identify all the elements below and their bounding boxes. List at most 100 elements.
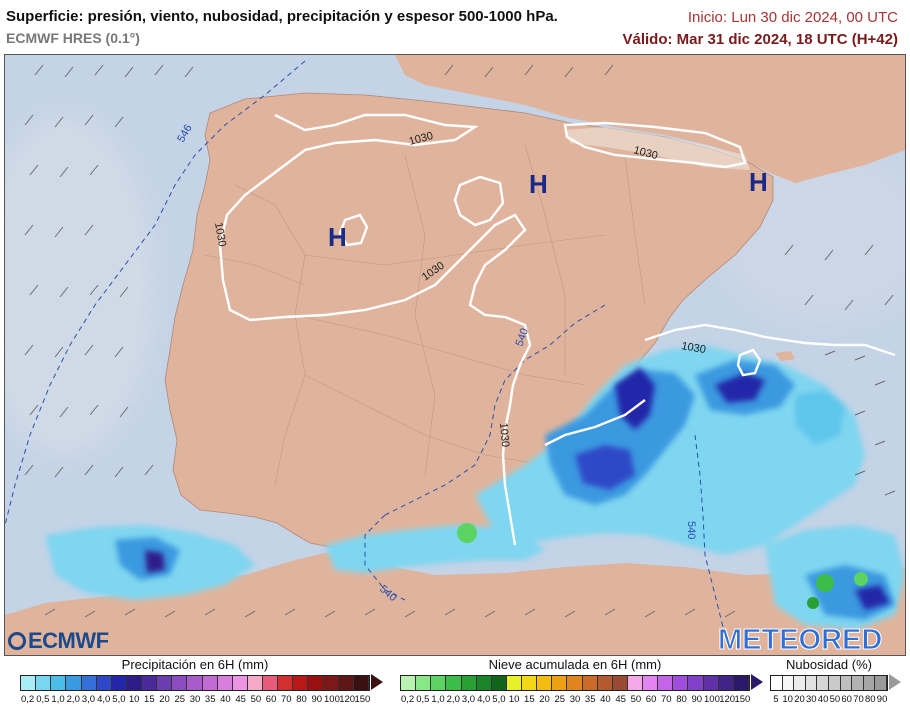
legend-label: 45 <box>615 694 626 705</box>
legend-label: 20 <box>159 694 170 705</box>
legend-label: 80 <box>296 694 307 705</box>
legend-label: 70 <box>281 694 292 705</box>
ecmwf-logo: ECMWF <box>8 628 109 654</box>
legend-swatch <box>278 676 294 690</box>
legend-swatch <box>232 676 248 690</box>
snow-patch <box>807 597 819 609</box>
isobar-label: 1030 <box>497 422 511 447</box>
precip-legend-arrow-icon <box>371 674 383 690</box>
init-time: Inicio: Lun 30 dic 2024, 00 UTC <box>687 9 898 26</box>
legend-swatch <box>852 676 864 690</box>
legend-label: 35 <box>204 694 216 705</box>
snow-legend-arrow-icon <box>751 674 763 690</box>
precip-color-bar <box>20 675 370 691</box>
legend-swatch <box>567 676 583 690</box>
snow-patch <box>457 523 477 543</box>
legend-label: 3,0 <box>461 694 476 705</box>
legend-label: 2,0 <box>66 694 80 705</box>
legend-label: 5 <box>773 694 779 705</box>
precip-legend-title: Precipitación en 6H (mm) <box>121 657 269 672</box>
snow-patch <box>854 572 868 586</box>
legend-label: 30 <box>806 694 817 705</box>
cloud-color-bar <box>770 675 888 691</box>
legend-swatch <box>21 676 37 690</box>
region-borders <box>204 144 646 486</box>
menorca-land <box>775 351 795 361</box>
legend-label: 80 <box>865 694 876 705</box>
legend-label: 70 <box>853 694 864 705</box>
thickness-label: 540 <box>514 327 532 348</box>
weather-map[interactable]: 1030 1030 1030 1030 1030 1030 546 540 54… <box>4 54 906 656</box>
wind-barbs <box>24 64 896 618</box>
legend-swatch <box>111 676 127 690</box>
legend-label: 3,0 <box>81 694 96 705</box>
legend-swatch <box>733 676 749 690</box>
legend-swatch <box>126 676 142 690</box>
precip-legend-labels: 0,2 0,5 1,0 2,0 3,0 4,0 5,0 10 15 20 25 30 35 40 45 50 6… <box>20 694 370 708</box>
legend-swatch <box>688 676 704 690</box>
legend-swatch <box>782 676 795 690</box>
legend-swatch <box>36 676 52 690</box>
legend-label: 50 <box>829 694 841 705</box>
legend-label: 5,0 <box>112 694 126 705</box>
legend-swatch <box>401 676 417 690</box>
legend-swatch <box>51 676 67 690</box>
legend-label: 0,5 <box>416 694 430 705</box>
legend-label: 150 <box>354 694 371 705</box>
legend-swatch <box>643 676 659 690</box>
cloud-cover <box>5 115 155 455</box>
legend-label: 90 <box>691 694 703 705</box>
precip-legend: Precipitación en 6H (mm) 0,2 0,5 1,0 2,0 3,0… <box>20 656 370 708</box>
legend-swatch <box>446 676 462 690</box>
legend-swatch <box>338 676 354 690</box>
legend-swatch <box>875 676 887 690</box>
legend-label: 50 <box>250 694 262 705</box>
legend-swatch <box>703 676 719 690</box>
legend-swatch <box>582 676 598 690</box>
isobar-lines <box>218 113 896 546</box>
legend-label: 35 <box>584 694 596 705</box>
legend-swatch <box>522 676 538 690</box>
legend-label: 2,0 <box>446 694 460 705</box>
map-title: Superficie: presión, viento, nubosidad, … <box>6 8 558 25</box>
legend-swatch <box>863 676 876 690</box>
thickness-lines <box>5 60 726 636</box>
legend-swatch <box>506 676 522 690</box>
legend-swatch <box>612 676 628 690</box>
legend-label: 4,0 <box>97 694 111 705</box>
high-marker-group: H H H <box>328 167 768 252</box>
snow-legend: Nieve acumulada en 6H (mm) 0,2 0,5 1,0 2,0 3… <box>400 656 750 708</box>
legend-swatch <box>247 676 263 690</box>
legend-label: 15 <box>144 694 155 705</box>
legend-swatch <box>157 676 173 690</box>
legend-swatch <box>476 676 492 690</box>
legend-label: 10 <box>782 694 793 705</box>
legend-swatch <box>537 676 553 690</box>
legend-label: 4,0 <box>477 694 491 705</box>
ecmwf-logo-text: ECMWF <box>28 628 109 653</box>
legend-label: 100 <box>704 694 720 705</box>
legend-label: 50 <box>630 694 642 705</box>
snow-patch <box>816 574 834 592</box>
legend-swatch <box>805 676 818 690</box>
legend-label: 0,5 <box>36 694 50 705</box>
cloud-legend: Nubosidad (%) 5 10 20 30 40 50 60 70 80 90 <box>770 656 888 708</box>
meteored-logo: METEORED <box>717 624 883 657</box>
legend-area: Precipitación en 6H (mm) 0,2 0,5 1,0 2,0 3,0… <box>0 656 910 710</box>
legend-swatch <box>81 676 97 690</box>
legend-label: 25 <box>554 694 566 705</box>
pyrenees-relief <box>565 127 750 170</box>
legend-swatch <box>142 676 158 690</box>
legend-label: 120 <box>719 694 736 705</box>
legend-swatch <box>172 676 188 690</box>
legend-label: 25 <box>174 694 186 705</box>
legend-label: 60 <box>645 694 657 705</box>
map-canvas: 1030 1030 1030 1030 1030 1030 546 540 54… <box>5 55 905 655</box>
snow-legend-title: Nieve acumulada en 6H (mm) <box>488 657 662 672</box>
legend-label: 150 <box>734 694 751 705</box>
legend-swatch <box>597 676 613 690</box>
valid-time: Válido: Mar 31 dic 2024, 18 UTC (H+42) <box>622 31 898 48</box>
legend-swatch <box>217 676 233 690</box>
legend-swatch <box>353 676 369 690</box>
legend-label: 30 <box>569 694 581 705</box>
